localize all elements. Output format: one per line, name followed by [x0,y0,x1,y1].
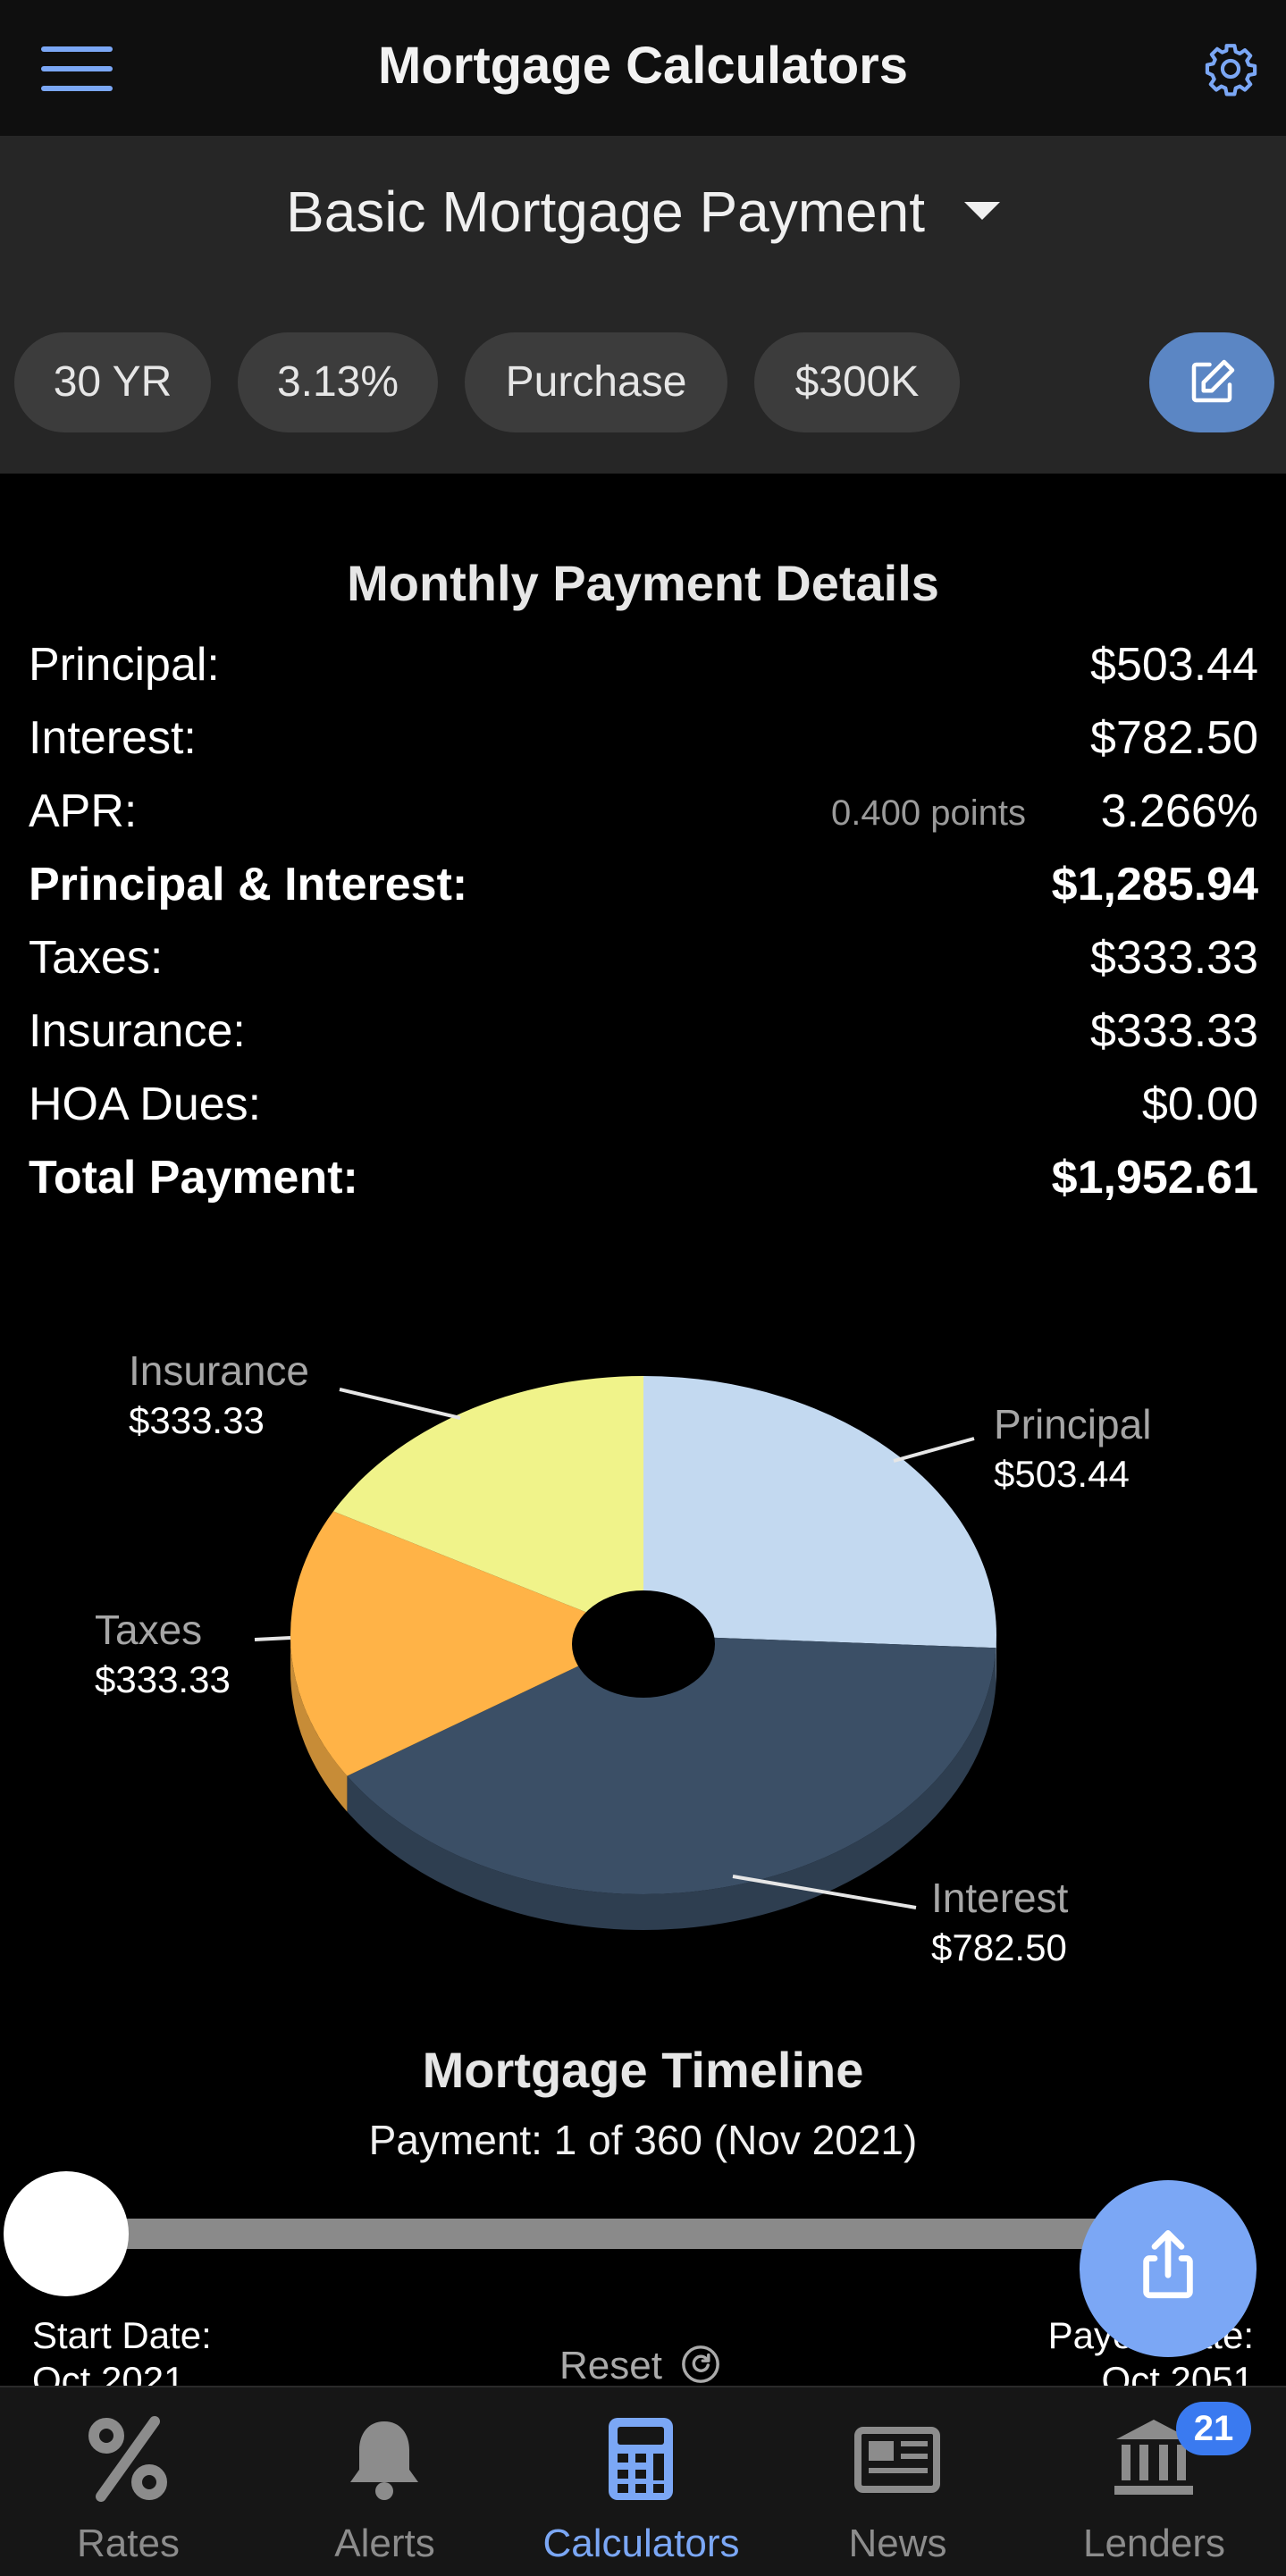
share-icon [1128,2225,1208,2305]
pie-leader-taxes [255,1638,290,1640]
reset-icon [680,2344,721,2385]
principal-interest-row: Principal & Interest: $1,285.94 [29,858,1258,920]
gear-icon[interactable] [1203,41,1258,96]
total-label: Total Payment: [29,1151,358,1204]
pie-label-name-insurance: Insurance [129,1347,309,1394]
share-button[interactable] [1080,2180,1257,2357]
insurance-value: $333.33 [1090,1004,1258,1058]
insurance-row: Insurance: $333.33 [29,1004,1258,1067]
principal-value: $503.44 [1090,638,1258,692]
principal-label: Principal: [29,638,220,692]
hoa-value: $0.00 [1142,1078,1258,1131]
taxes-value: $333.33 [1090,931,1258,985]
pie-leader-insurance [340,1389,460,1418]
start-date-label: Start Date: [32,2314,212,2357]
total-value: $1,952.61 [1052,1151,1258,1204]
nav-news-label: News [769,2521,1026,2566]
nav-news[interactable]: News [769,2387,1026,2576]
lenders-badge: 21 [1176,2402,1251,2455]
loan-amount-chip[interactable]: $300K [754,332,960,432]
bell-icon [340,2414,429,2504]
loan-purpose-chip[interactable]: Purchase [465,332,727,432]
app-title: Mortgage Calculators [0,36,1286,96]
principal-interest-label: Principal & Interest: [29,858,467,911]
pie-label-name-interest: Interest [931,1875,1069,1921]
edit-button[interactable] [1149,332,1274,432]
apr-row: APR: 0.400 points 3.266% [29,785,1258,847]
nav-rates-label: Rates [0,2521,256,2566]
pie-label-value-interest: $782.50 [931,1926,1067,1968]
nav-rates[interactable]: Rates [0,2387,256,2576]
calculator-type-label: Basic Mortgage Payment [286,180,925,244]
total-row: Total Payment: $1,952.61 [29,1151,1258,1213]
calculator-selector-panel: Basic Mortgage Payment 30 YR 3.13% Purch… [0,136,1286,474]
pie-slice-principal [643,1376,996,1648]
nav-lenders-label: Lenders [1026,2521,1282,2566]
details-title: Monthly Payment Details [0,554,1286,612]
pie-label-value-principal: $503.44 [994,1453,1130,1495]
calculator-type-dropdown[interactable]: Basic Mortgage Payment [0,179,1286,245]
taxes-row: Taxes: $333.33 [29,931,1258,994]
edit-icon [1185,356,1239,409]
timeline-slider-thumb[interactable] [4,2171,129,2296]
nav-calculators-label: Calculators [513,2521,769,2566]
term-chip[interactable]: 30 YR [14,332,211,432]
pie-label-value-insurance: $333.33 [129,1399,265,1441]
caret-down-icon [964,202,1000,220]
newspaper-icon [853,2414,942,2504]
payment-pie-chart: Principal $503.44 Interest $782.50 Taxes $333… [0,1287,1286,1984]
interest-row: Interest: $782.50 [29,711,1258,774]
apr-points: 0.400 points [831,793,1026,834]
timeline-slider-track[interactable] [63,2219,1171,2249]
reset-button[interactable]: Reset [559,2344,721,2388]
hoa-label: HOA Dues: [29,1078,261,1131]
interest-label: Interest: [29,711,197,765]
pie-center-hole [572,1590,715,1698]
pie-leader-principal [894,1439,974,1461]
percent-icon [83,2414,172,2504]
pie-label-name-principal: Principal [994,1401,1151,1447]
calculator-icon [596,2414,685,2504]
insurance-label: Insurance: [29,1004,246,1058]
apr-label: APR: [29,785,137,838]
apr-value: 3.266% [1101,785,1258,838]
nav-alerts[interactable]: Alerts [256,2387,513,2576]
app-header: Mortgage Calculators [0,0,1286,136]
rate-chip[interactable]: 3.13% [238,332,438,432]
bottom-navigation: Rates Alerts Calculators [0,2386,1286,2576]
timeline-payment-text: Payment: 1 of 360 (Nov 2021) [0,2116,1286,2164]
principal-interest-value: $1,285.94 [1052,858,1258,911]
nav-calculators[interactable]: Calculators [513,2387,769,2576]
hoa-row: HOA Dues: $0.00 [29,1078,1258,1140]
reset-label: Reset [559,2344,662,2387]
pie-label-value-taxes: $333.33 [95,1658,231,1700]
nav-alerts-label: Alerts [256,2521,513,2566]
pie-label-name-taxes: Taxes [95,1607,202,1653]
timeline-title: Mortgage Timeline [0,2041,1286,2099]
interest-value: $782.50 [1090,711,1258,765]
taxes-label: Taxes: [29,931,163,985]
principal-row: Principal: $503.44 [29,638,1258,701]
